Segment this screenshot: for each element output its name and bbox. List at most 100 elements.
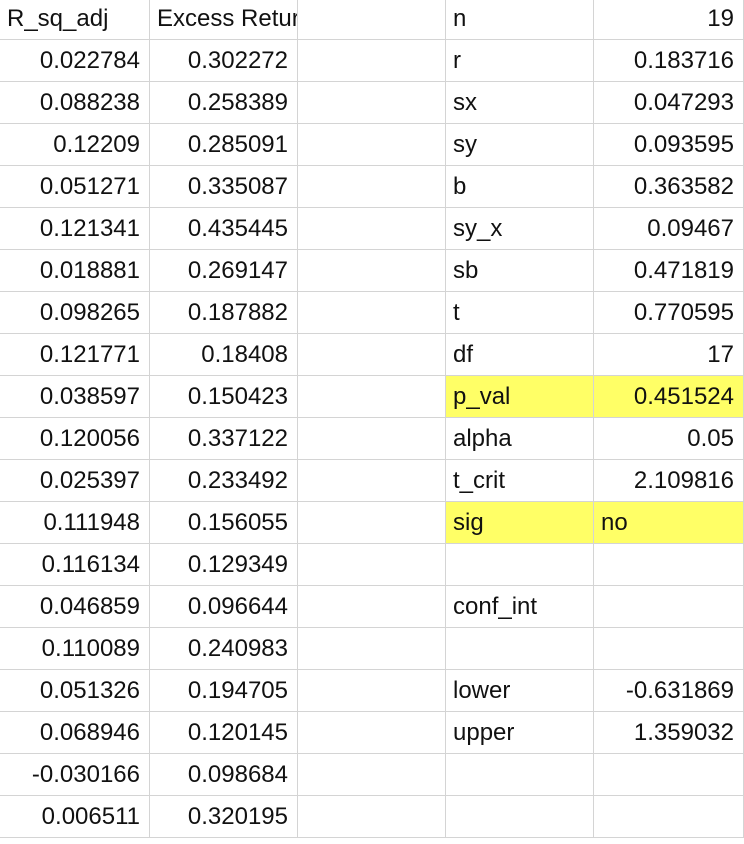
stat-value[interactable]: 0.471819 <box>594 250 744 292</box>
stat-label[interactable]: lower <box>446 670 594 712</box>
cell-empty[interactable] <box>298 712 446 754</box>
cell-excess-return[interactable]: 0.156055 <box>150 502 298 544</box>
cell-empty[interactable] <box>298 418 446 460</box>
cell-empty[interactable] <box>298 670 446 712</box>
stat-value[interactable] <box>594 796 744 838</box>
cell-r-sq-adj[interactable]: -0.030166 <box>0 754 150 796</box>
cell-excess-return[interactable]: 0.096644 <box>150 586 298 628</box>
cell-empty[interactable] <box>298 796 446 838</box>
stat-value[interactable] <box>594 628 744 670</box>
cell-excess-return[interactable]: 0.320195 <box>150 796 298 838</box>
cell-r-sq-adj[interactable]: 0.120056 <box>0 418 150 460</box>
cell-r-sq-adj[interactable]: 0.110089 <box>0 628 150 670</box>
cell-r-sq-adj[interactable]: 0.038597 <box>0 376 150 418</box>
stat-value[interactable]: 0.09467 <box>594 208 744 250</box>
cell-empty[interactable] <box>298 628 446 670</box>
cell-r-sq-adj[interactable]: 0.098265 <box>0 292 150 334</box>
stat-value[interactable]: 0.093595 <box>594 124 744 166</box>
stat-label[interactable]: sb <box>446 250 594 292</box>
cell-excess-return[interactable]: 0.435445 <box>150 208 298 250</box>
header-excess-return[interactable]: Excess Return <box>150 0 298 40</box>
stat-label[interactable]: t_crit <box>446 460 594 502</box>
cell-excess-return[interactable]: 0.240983 <box>150 628 298 670</box>
cell-excess-return[interactable]: 0.098684 <box>150 754 298 796</box>
cell-empty[interactable] <box>298 334 446 376</box>
stat-label[interactable]: sy <box>446 124 594 166</box>
cell-r-sq-adj[interactable]: 0.025397 <box>0 460 150 502</box>
stat-value[interactable]: no <box>594 502 744 544</box>
stat-value[interactable]: 2.109816 <box>594 460 744 502</box>
stat-label[interactable]: sx <box>446 82 594 124</box>
stat-label[interactable]: df <box>446 334 594 376</box>
cell-excess-return[interactable]: 0.120145 <box>150 712 298 754</box>
stat-value[interactable]: 0.05 <box>594 418 744 460</box>
cell-excess-return[interactable]: 0.269147 <box>150 250 298 292</box>
cell-r-sq-adj[interactable]: 0.018881 <box>0 250 150 292</box>
cell-r-sq-adj[interactable]: 0.12209 <box>0 124 150 166</box>
cell-excess-return[interactable]: 0.187882 <box>150 292 298 334</box>
stat-value[interactable] <box>594 586 744 628</box>
stat-label[interactable]: sy_x <box>446 208 594 250</box>
cell-excess-return[interactable]: 0.335087 <box>150 166 298 208</box>
cell-r-sq-adj[interactable]: 0.051326 <box>0 670 150 712</box>
cell-r-sq-adj[interactable]: 0.068946 <box>0 712 150 754</box>
cell-empty[interactable] <box>298 376 446 418</box>
stat-value[interactable]: 17 <box>594 334 744 376</box>
cell-empty[interactable] <box>298 544 446 586</box>
stat-label[interactable]: alpha <box>446 418 594 460</box>
stat-value[interactable]: 0.047293 <box>594 82 744 124</box>
stat-value[interactable]: -0.631869 <box>594 670 744 712</box>
stat-value[interactable]: 0.183716 <box>594 40 744 82</box>
stat-value[interactable]: 0.363582 <box>594 166 744 208</box>
cell-empty[interactable] <box>298 250 446 292</box>
cell-empty[interactable] <box>298 754 446 796</box>
cell-excess-return[interactable]: 0.233492 <box>150 460 298 502</box>
stat-value[interactable] <box>594 754 744 796</box>
stat-value[interactable]: 0.451524 <box>594 376 744 418</box>
cell-r-sq-adj[interactable]: 0.121771 <box>0 334 150 376</box>
stat-label[interactable] <box>446 544 594 586</box>
stat-label[interactable]: p_val <box>446 376 594 418</box>
cell-empty[interactable] <box>298 166 446 208</box>
stat-label[interactable]: upper <box>446 712 594 754</box>
stat-value[interactable]: 19 <box>594 0 744 40</box>
stat-label[interactable]: t <box>446 292 594 334</box>
cell-empty[interactable] <box>298 82 446 124</box>
stat-label[interactable]: sig <box>446 502 594 544</box>
cell-r-sq-adj[interactable]: 0.121341 <box>0 208 150 250</box>
header-r-sq-adj[interactable]: R_sq_adj <box>0 0 150 40</box>
cell-empty[interactable] <box>298 586 446 628</box>
cell-r-sq-adj[interactable]: 0.088238 <box>0 82 150 124</box>
cell-r-sq-adj[interactable]: 0.051271 <box>0 166 150 208</box>
stat-label[interactable]: conf_int <box>446 586 594 628</box>
stat-value[interactable]: 1.359032 <box>594 712 744 754</box>
cell-empty[interactable] <box>298 40 446 82</box>
cell-excess-return[interactable]: 0.285091 <box>150 124 298 166</box>
cell-r-sq-adj[interactable]: 0.111948 <box>0 502 150 544</box>
stat-label[interactable]: n <box>446 0 594 40</box>
stat-value[interactable] <box>594 544 744 586</box>
cell-excess-return[interactable]: 0.129349 <box>150 544 298 586</box>
cell-r-sq-adj[interactable]: 0.006511 <box>0 796 150 838</box>
cell-excess-return[interactable]: 0.258389 <box>150 82 298 124</box>
cell-excess-return[interactable]: 0.18408 <box>150 334 298 376</box>
cell-r-sq-adj[interactable]: 0.022784 <box>0 40 150 82</box>
cell-r-sq-adj[interactable]: 0.046859 <box>0 586 150 628</box>
stat-value[interactable]: 0.770595 <box>594 292 744 334</box>
stat-label[interactable] <box>446 754 594 796</box>
cell-empty[interactable] <box>298 460 446 502</box>
cell-empty[interactable] <box>298 208 446 250</box>
stat-label[interactable]: b <box>446 166 594 208</box>
stat-label[interactable] <box>446 628 594 670</box>
cell-empty[interactable] <box>298 502 446 544</box>
cell-excess-return[interactable]: 0.150423 <box>150 376 298 418</box>
cell-empty[interactable] <box>298 0 446 40</box>
cell-excess-return[interactable]: 0.194705 <box>150 670 298 712</box>
cell-excess-return[interactable]: 0.337122 <box>150 418 298 460</box>
cell-empty[interactable] <box>298 124 446 166</box>
stat-label[interactable]: r <box>446 40 594 82</box>
cell-r-sq-adj[interactable]: 0.116134 <box>0 544 150 586</box>
cell-excess-return[interactable]: 0.302272 <box>150 40 298 82</box>
stat-label[interactable] <box>446 796 594 838</box>
cell-empty[interactable] <box>298 292 446 334</box>
